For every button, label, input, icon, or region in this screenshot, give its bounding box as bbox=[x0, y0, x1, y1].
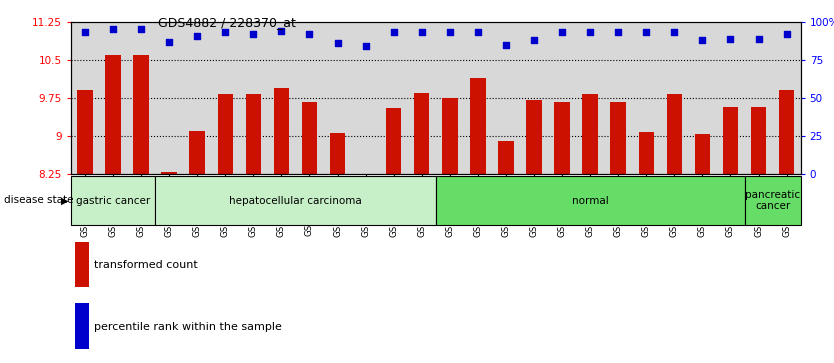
Bar bbox=[582, 94, 598, 174]
Bar bbox=[78, 90, 93, 174]
Point bbox=[668, 29, 681, 35]
Text: GDS4882 / 228370_at: GDS4882 / 228370_at bbox=[158, 16, 296, 29]
Bar bbox=[74, 303, 89, 349]
Bar bbox=[723, 107, 738, 174]
Bar bbox=[526, 99, 542, 174]
Text: pancreatic
cancer: pancreatic cancer bbox=[745, 190, 800, 211]
Point bbox=[555, 29, 569, 35]
Point bbox=[387, 29, 400, 35]
Point bbox=[274, 28, 288, 34]
Point bbox=[247, 31, 260, 37]
Bar bbox=[74, 242, 89, 287]
Bar bbox=[155, 176, 435, 225]
Point bbox=[443, 29, 456, 35]
Point bbox=[527, 37, 540, 43]
Bar bbox=[751, 107, 766, 174]
Bar bbox=[274, 88, 289, 174]
Point bbox=[78, 29, 92, 35]
Bar bbox=[414, 93, 430, 174]
Point bbox=[163, 39, 176, 45]
Point bbox=[584, 29, 597, 35]
Point bbox=[303, 31, 316, 37]
Bar bbox=[695, 134, 710, 174]
Text: disease state: disease state bbox=[4, 195, 73, 205]
Point bbox=[752, 36, 766, 41]
Text: gastric cancer: gastric cancer bbox=[76, 196, 150, 205]
Point bbox=[134, 26, 148, 32]
Bar bbox=[442, 98, 458, 174]
Text: transformed count: transformed count bbox=[94, 260, 198, 270]
Bar bbox=[666, 94, 682, 174]
Bar bbox=[162, 172, 177, 174]
Bar bbox=[610, 102, 626, 174]
Point bbox=[611, 29, 625, 35]
Point bbox=[415, 29, 429, 35]
Bar bbox=[133, 55, 148, 174]
Bar bbox=[470, 78, 485, 174]
Bar bbox=[71, 176, 155, 225]
Point bbox=[471, 29, 485, 35]
Bar bbox=[189, 131, 205, 174]
Bar bbox=[386, 108, 401, 174]
Point bbox=[640, 29, 653, 35]
Bar bbox=[745, 176, 801, 225]
Text: normal: normal bbox=[572, 196, 609, 205]
Bar bbox=[779, 90, 794, 174]
Bar bbox=[302, 102, 317, 174]
Point bbox=[359, 43, 372, 49]
Bar bbox=[105, 55, 121, 174]
Bar bbox=[639, 132, 654, 174]
Bar bbox=[218, 94, 233, 174]
Text: ▶: ▶ bbox=[61, 195, 68, 205]
Point bbox=[724, 36, 737, 41]
Point bbox=[331, 40, 344, 46]
Text: percentile rank within the sample: percentile rank within the sample bbox=[94, 322, 282, 332]
Text: hepatocellular carcinoma: hepatocellular carcinoma bbox=[229, 196, 362, 205]
Bar bbox=[498, 141, 514, 174]
Bar bbox=[245, 94, 261, 174]
Point bbox=[780, 31, 793, 37]
Point bbox=[696, 37, 709, 43]
Point bbox=[219, 29, 232, 35]
Point bbox=[190, 33, 203, 38]
Point bbox=[106, 26, 119, 32]
Point bbox=[500, 42, 513, 48]
Bar bbox=[435, 176, 745, 225]
Bar bbox=[555, 102, 570, 174]
Bar bbox=[329, 133, 345, 174]
